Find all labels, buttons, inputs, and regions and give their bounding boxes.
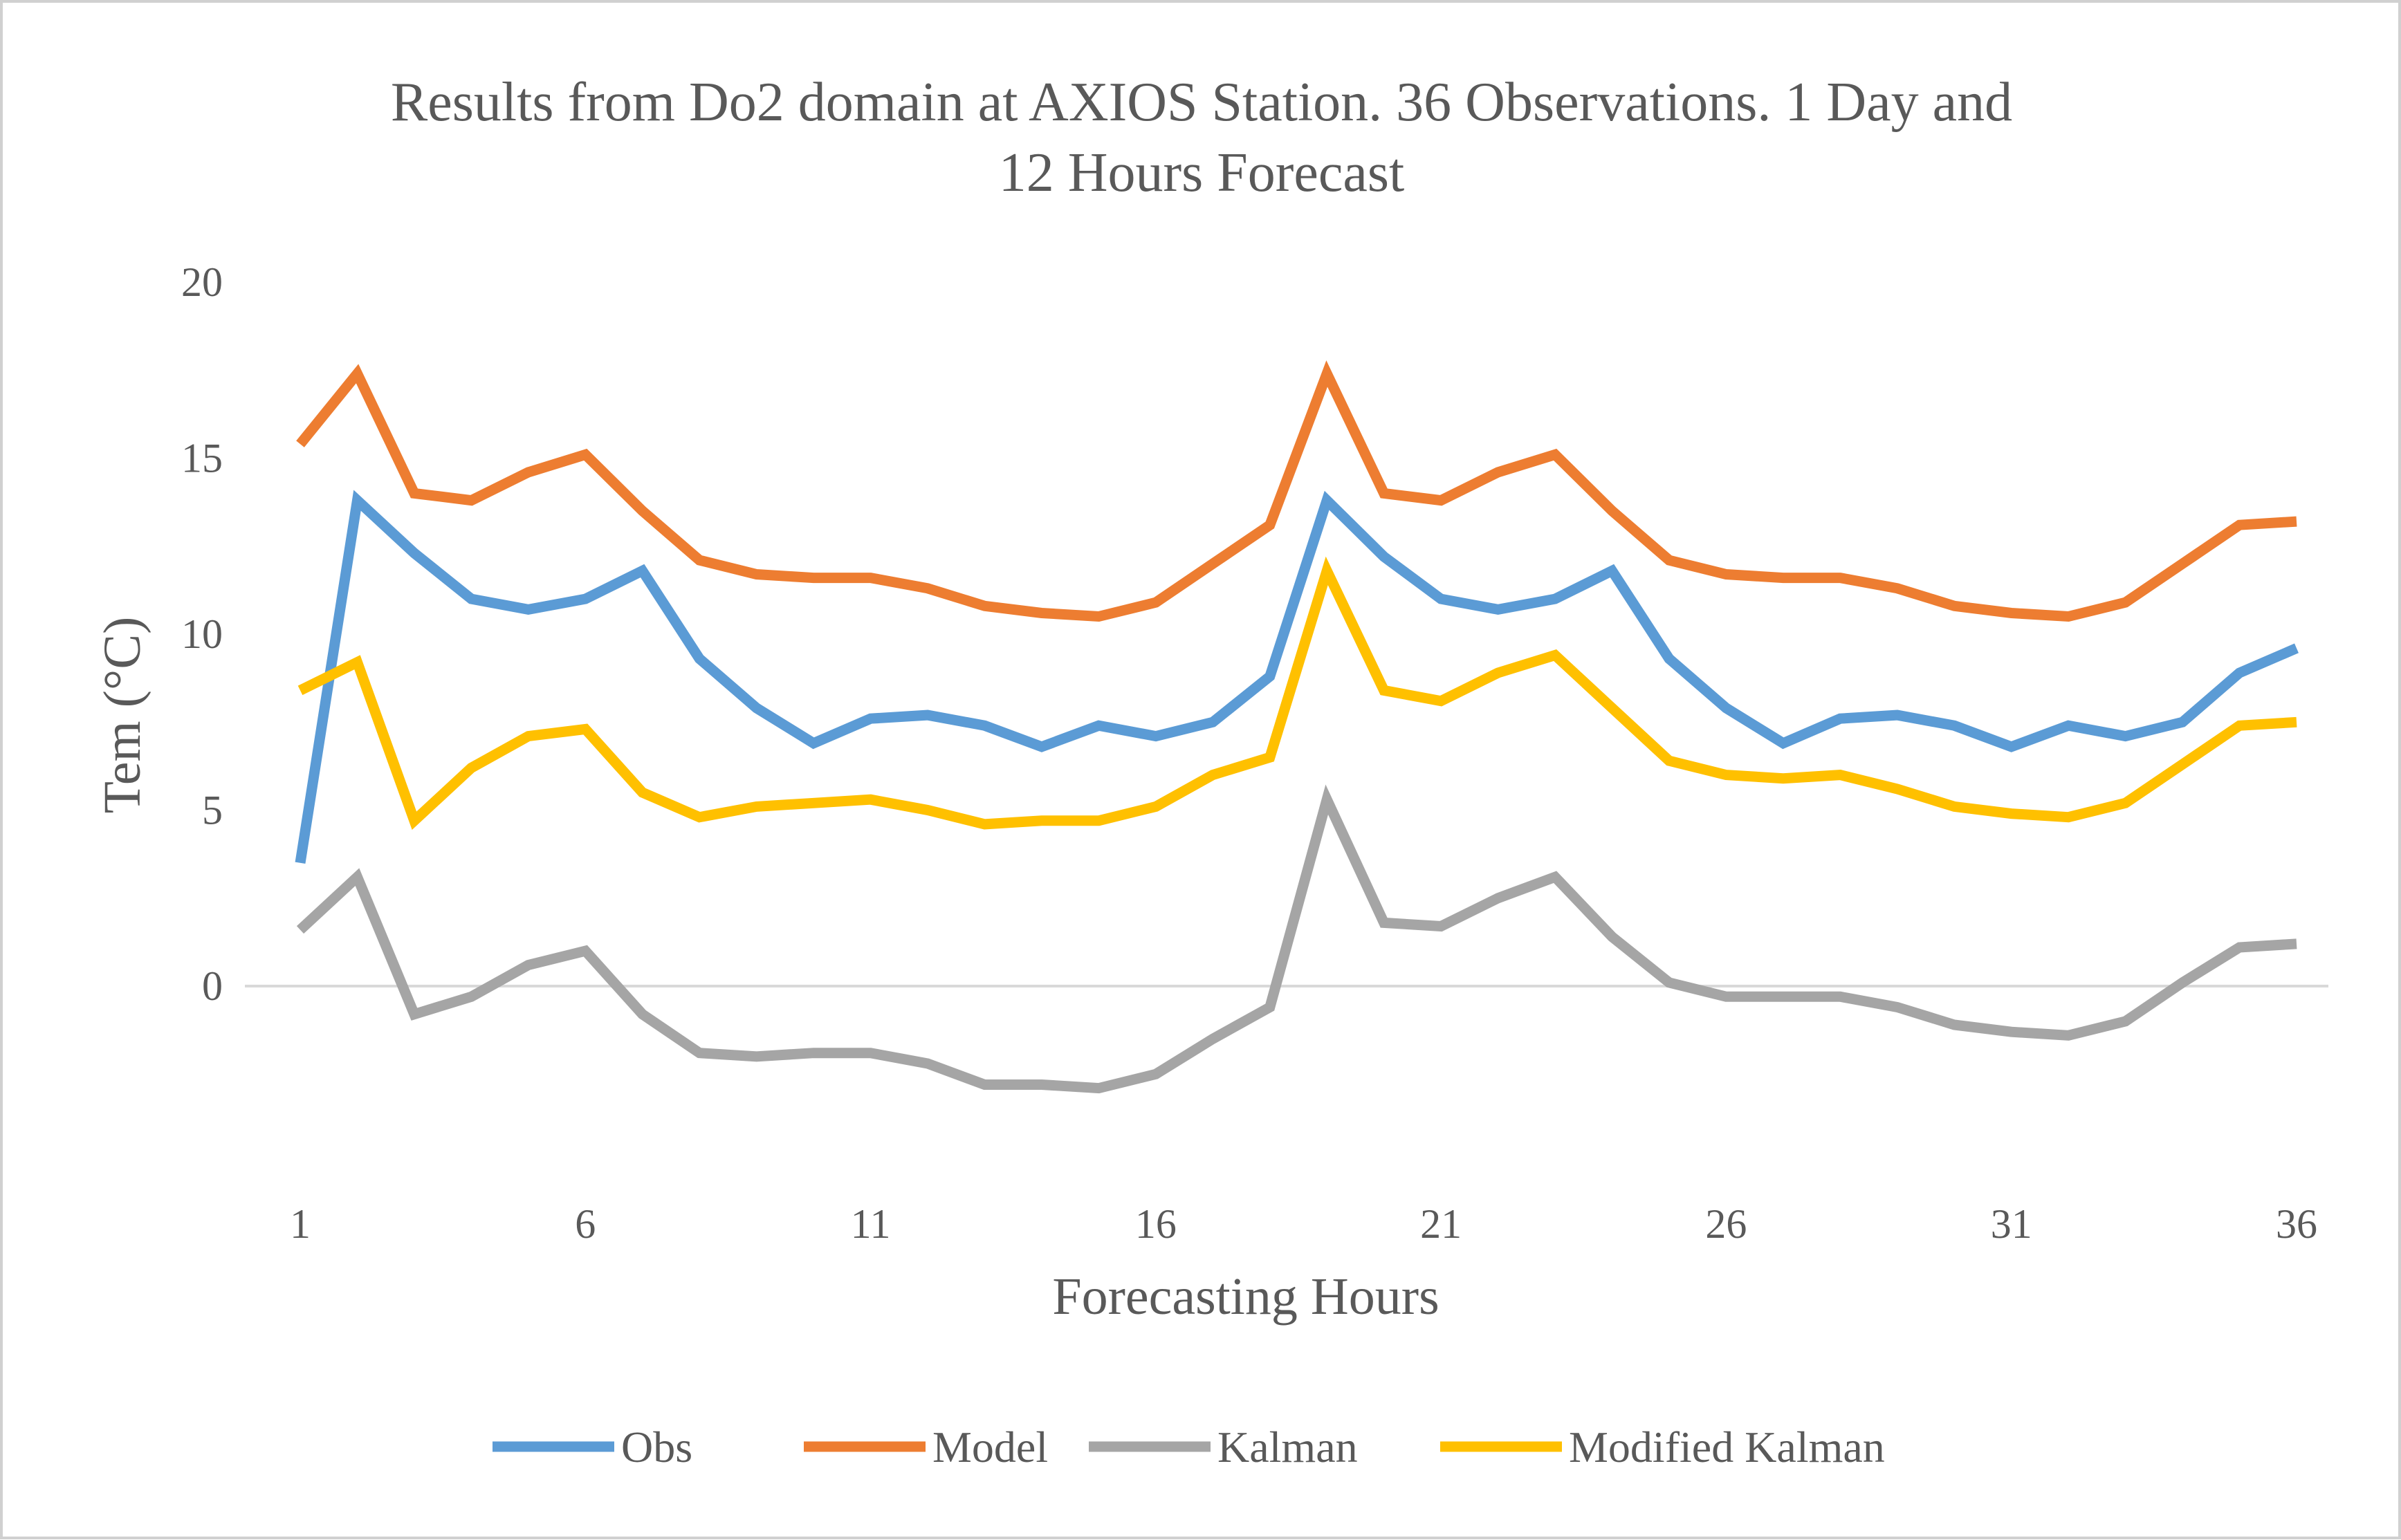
chart-title-line-2: 12 Hours Forecast — [999, 142, 1405, 203]
x-tick-label: 36 — [2276, 1201, 2317, 1247]
series-line-obs — [295, 490, 2299, 864]
y-tick-label: 20 — [181, 259, 223, 305]
legend: Obs Model Kalman Modified Kalman — [493, 1422, 1885, 1472]
series-line-modified-kalman — [297, 556, 2297, 831]
y-tick-label: 15 — [181, 436, 223, 481]
x-tick-label: 1 — [290, 1201, 311, 1247]
series-lines — [295, 360, 2299, 1094]
legend-label-model: Model — [932, 1422, 1048, 1472]
y-axis-tick-labels: 0 5 10 15 20 — [181, 259, 223, 1009]
chart-title-line-1: Results from Do2 domain at AXIOS Station… — [391, 72, 2012, 133]
x-tick-label: 11 — [851, 1201, 891, 1247]
temperature-forecast-chart: Results from Do2 domain at AXIOS Station… — [93, 72, 2328, 1472]
x-axis-title: Forecasting Hours — [1052, 1268, 1439, 1326]
x-axis-tick-labels: 1 6 11 16 21 26 31 36 — [290, 1201, 2317, 1247]
legend-label-kalman: Kalman — [1217, 1422, 1358, 1472]
series-line-kalman — [296, 784, 2297, 1094]
y-axis-title: Tem (°C) — [93, 617, 151, 814]
y-tick-label: 5 — [202, 788, 223, 833]
y-tick-label: 10 — [181, 611, 223, 657]
x-tick-label: 31 — [1991, 1201, 2032, 1247]
x-tick-label: 21 — [1420, 1201, 1462, 1247]
x-tick-label: 6 — [575, 1201, 596, 1247]
x-tick-label: 26 — [1705, 1201, 1747, 1247]
legend-label-obs: Obs — [621, 1422, 692, 1472]
x-tick-label: 16 — [1135, 1201, 1177, 1247]
y-tick-label: 0 — [202, 963, 223, 1009]
series-line-model — [296, 360, 2297, 622]
legend-label-modified-kalman: Modified Kalman — [1569, 1422, 1885, 1472]
